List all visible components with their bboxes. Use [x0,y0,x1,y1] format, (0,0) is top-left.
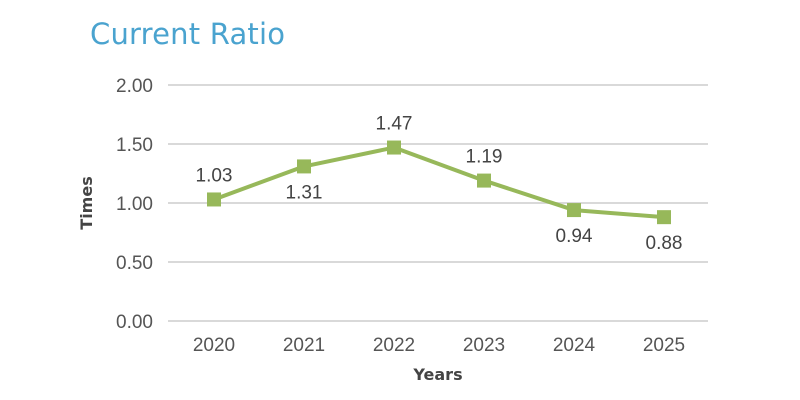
y-axis-ticks: 0.00 0.50 1.00 1.50 2.00 [116,76,153,333]
data-label: 0.94 [556,226,593,247]
series [207,140,671,225]
x-tick-label: 2023 [463,335,505,356]
x-axis-ticks: 2020 2021 2022 2023 2024 2025 [193,335,685,356]
y-tick-label: 0.00 [116,312,153,333]
y-tick-label: 0.50 [116,253,153,274]
chart-title: Current Ratio [90,17,286,51]
x-tick-label: 2022 [373,335,415,356]
gridlines [168,84,708,322]
series-line [213,145,665,220]
y-tick-label: 2.00 [116,76,153,97]
y-tick-label: 1.50 [116,135,153,156]
y-tick-label: 1.00 [116,194,153,215]
x-tick-label: 2021 [283,335,325,356]
data-label: 1.03 [196,165,233,186]
data-label: 1.31 [286,182,323,203]
data-label: 1.47 [376,114,413,135]
data-labels: 1.03 1.31 1.47 1.19 0.94 0.88 [196,114,683,255]
y-axis-title: Times [77,176,96,229]
data-point [387,140,401,155]
data-label: 1.19 [466,147,503,168]
x-tick-label: 2020 [193,335,235,356]
data-point [207,192,221,207]
data-point [567,203,581,218]
data-label: 0.88 [646,233,683,254]
data-point [657,210,671,225]
x-tick-label: 2025 [643,335,685,356]
data-point [477,173,491,188]
data-point [297,159,311,174]
x-tick-label: 2024 [553,335,596,356]
x-axis-title: Years [412,365,462,384]
